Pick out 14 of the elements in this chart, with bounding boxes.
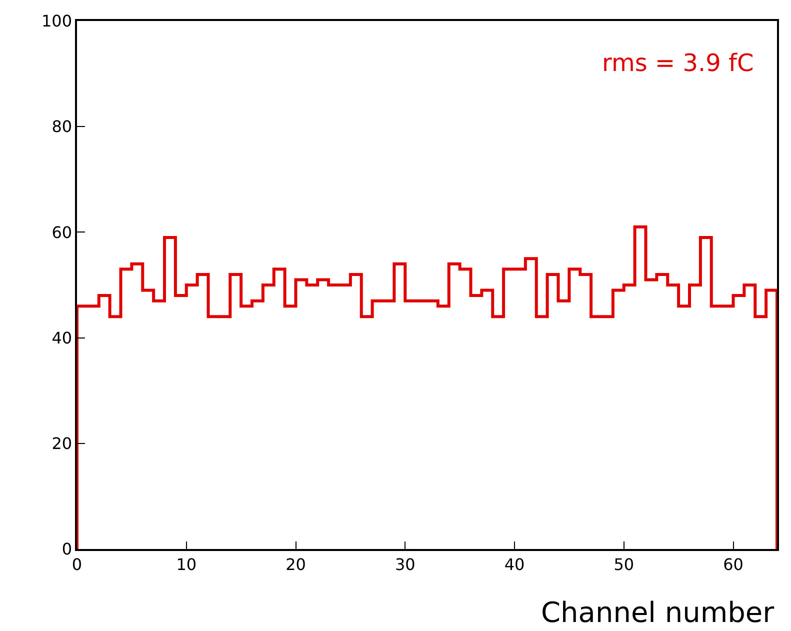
y-tick-label: 20 [52,434,72,453]
x-tick-label: 60 [723,554,744,574]
x-tick-label: 40 [504,554,525,574]
x-tick-label: 50 [614,554,634,574]
x-tick-label: 10 [176,554,197,574]
y-tick-label: 0 [62,540,72,559]
y-tick-label: 60 [52,222,72,242]
x-tick-label: 20 [286,554,306,574]
y-tick-label: 40 [52,328,72,348]
y-tick-label: 100 [42,12,72,31]
y-tick-label: 80 [52,117,72,136]
x-tick-label: 30 [394,554,416,574]
annotation: rms = 3.9 fC [602,49,754,77]
x-axis-title: Channel number [541,596,775,629]
